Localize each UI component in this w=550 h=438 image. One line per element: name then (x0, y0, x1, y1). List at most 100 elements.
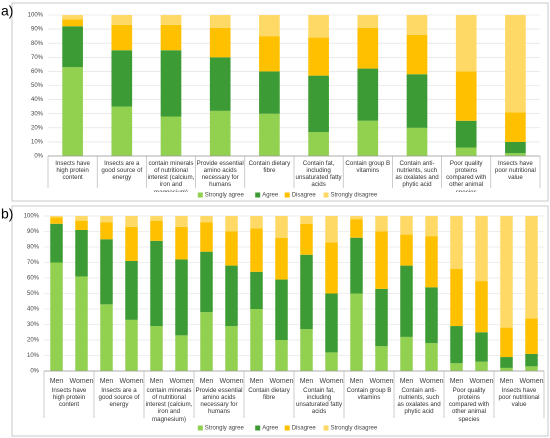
bar-segment (425, 216, 438, 237)
bar-segment (500, 357, 513, 368)
category-text: Provide essential amino acids necessary … (196, 160, 244, 189)
bar-segment (357, 27, 379, 69)
x-category-label: contain minerals of nutritional interest… (148, 160, 195, 192)
y-tick-label: 20% (31, 125, 44, 131)
bar-segment (160, 15, 182, 25)
x-tick-label: Women (170, 378, 194, 385)
x-category-label: Contain dietary fibre (248, 160, 291, 175)
bar-segment (425, 287, 438, 344)
bar-segment (300, 216, 313, 224)
bar-segment (50, 262, 63, 371)
bar-segment (250, 309, 263, 371)
bar-segment (357, 120, 379, 156)
bar-segment (250, 228, 263, 272)
bar-segment (200, 216, 213, 223)
x-tick-label: Men (50, 378, 64, 385)
bar-segment (425, 236, 438, 288)
bar-segment (125, 226, 138, 261)
y-tick-label: 10% (27, 353, 40, 359)
x-category-label: Insects have poor nutritional value (495, 160, 536, 181)
bar-segment (200, 222, 213, 252)
x-tick-label: Men (450, 378, 464, 385)
x-category-label: contain minerals of nutritional interest… (146, 387, 193, 423)
bar-segment (200, 312, 213, 371)
bar-segment (400, 216, 413, 235)
bar-segment (350, 293, 363, 371)
bar-segment (375, 346, 388, 371)
category-text: Contain anti-nutrients, such as oxalates… (395, 160, 439, 189)
bar-segment (225, 265, 238, 327)
bar-segment (455, 71, 477, 121)
x-category-label: Contain fat, including unsaturated fatty… (296, 387, 342, 415)
x-tick-label: Men (300, 378, 314, 385)
chart-frame (11, 205, 549, 437)
bar-segment (308, 37, 329, 76)
bar-segment (160, 24, 182, 51)
bar-segment (350, 237, 363, 294)
bar-segment (275, 279, 288, 340)
category-text: Contain dietary fibre (248, 160, 291, 175)
bar-segment (175, 335, 188, 371)
bar-segment (500, 327, 513, 358)
bar-segment (325, 352, 338, 371)
bar-segment (111, 106, 133, 156)
legend-swatch (284, 425, 290, 431)
legend-swatch (197, 192, 203, 198)
category-text: Insects have high protein content (51, 387, 87, 409)
bar-segment (100, 222, 113, 240)
y-tick-label: 90% (27, 229, 40, 235)
bar-segment (450, 363, 463, 371)
bar-segment (250, 216, 263, 229)
bar-segment (325, 242, 338, 294)
bar-segment (62, 67, 83, 156)
bar-segment (300, 329, 313, 371)
panel-label: b) (1, 206, 13, 222)
bar-segment (150, 216, 163, 221)
x-category-label: Insects have high protein content (55, 160, 90, 181)
bar-segment (325, 293, 338, 353)
bar-segment (425, 343, 438, 371)
x-tick-label: Men (400, 378, 414, 385)
bar-segment (300, 254, 313, 330)
bar-segment (259, 36, 280, 72)
legend-label: Strongly disagree (331, 426, 378, 432)
bar-segment (62, 19, 83, 27)
legend-label: Strongly disagree (331, 193, 378, 199)
x-category-label: Insects are a good source of energy (99, 387, 140, 408)
bar-segment (475, 216, 488, 282)
y-tick-label: 30% (31, 111, 44, 117)
x-tick-label: Women (220, 378, 244, 385)
y-tick-label: 30% (27, 322, 40, 328)
legend-label: Strongly agree (205, 193, 245, 199)
y-tick-label: 40% (27, 307, 40, 313)
category-text: Insects are a good source of energy (101, 160, 143, 182)
x-category-label: Contain group B vitamins (345, 160, 390, 174)
x-tick-label: Women (120, 378, 144, 385)
legend-label: Agree (262, 426, 279, 432)
y-tick-label: 70% (27, 260, 40, 266)
bar-segment (350, 216, 363, 220)
category-text: Provide essential amino acids necessary … (195, 387, 243, 416)
x-category-label: Poor quality proteins compared with othe… (446, 160, 486, 192)
legend-label: Strongly agree (205, 426, 245, 432)
bar-segment (125, 260, 138, 320)
y-tick-label: 100% (28, 13, 44, 19)
bar-segment (259, 15, 280, 37)
x-category-label: Contain fat, including unsaturated fatty… (295, 160, 342, 189)
bar-segment (111, 15, 133, 25)
legend-swatch (323, 425, 329, 431)
bar-segment (500, 367, 513, 371)
x-tick-label: Women (470, 378, 494, 385)
bar-segment (505, 15, 526, 113)
bar-segment (111, 50, 133, 107)
bar-segment (125, 319, 138, 371)
bar-segment (450, 326, 463, 364)
y-tick-label: 50% (27, 291, 40, 297)
x-category-label: Insects are a good source of energy (101, 160, 143, 182)
bar-segment (525, 366, 538, 371)
bar-segment (150, 220, 163, 241)
category-text: Contain fat, including unsaturated fatty… (295, 160, 342, 189)
x-tick-label: Men (500, 378, 514, 385)
bar-segment (175, 259, 188, 336)
x-category-label: Contain anti-nutrients, such as oxalates… (397, 387, 440, 415)
